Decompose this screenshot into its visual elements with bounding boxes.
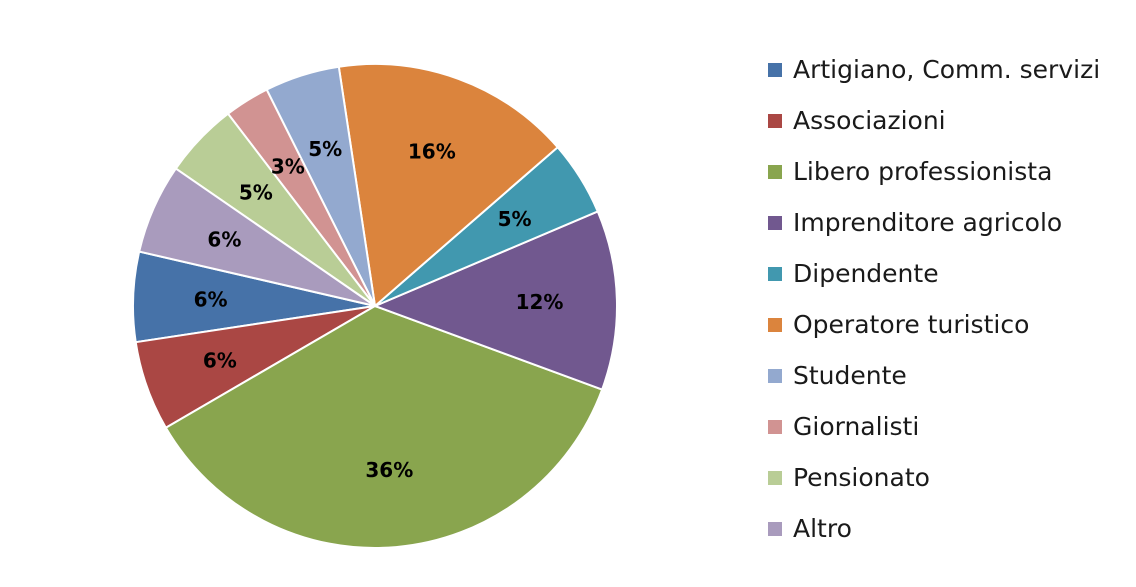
legend-item: Associazioni (768, 95, 1100, 146)
legend-item: Altro (768, 503, 1100, 554)
slice-value-label: 12% (516, 290, 564, 314)
slice-value-label: 3% (271, 154, 305, 178)
slice-value-label: 5% (239, 181, 273, 205)
legend-item: Libero professionista (768, 146, 1100, 197)
pie-chart: 6%6%36%12%5%16%5%3%5%6% (132, 63, 619, 549)
slice-value-label: 5% (308, 137, 342, 161)
legend-label: Artigiano, Comm. servizi (793, 55, 1101, 84)
legend-swatch (768, 164, 782, 179)
pie-slice-10 (138, 167, 376, 307)
slice-value-label: 36% (365, 458, 413, 482)
legend-label: Studente (793, 361, 907, 390)
legend-label: Imprenditore agricolo (793, 208, 1063, 237)
slice-value-label: 5% (498, 207, 532, 231)
pie-slice-4 (374, 210, 619, 391)
legend-label: Altro (793, 514, 852, 543)
legend-swatch (768, 317, 782, 332)
legend-swatch (768, 521, 782, 536)
slice-value-label: 6% (207, 228, 241, 252)
chart-legend: Artigiano, Comm. servizi Associazioni Libe… (768, 44, 1100, 554)
legend-item: Operatore turistico (768, 299, 1100, 350)
legend-swatch (768, 419, 782, 434)
pie-slice-3 (164, 305, 604, 549)
legend-label: Giornalisti (793, 412, 920, 441)
legend-item: Studente (768, 350, 1100, 401)
legend-label: Dipendente (793, 259, 939, 288)
legend-item: Dipendente (768, 248, 1100, 299)
legend-swatch (768, 62, 782, 77)
legend-swatch (768, 215, 782, 230)
legend-swatch (768, 470, 782, 485)
legend-label: Pensionato (793, 463, 930, 492)
legend-item: Giornalisti (768, 401, 1100, 452)
legend-item: Pensionato (768, 452, 1100, 503)
slice-value-label: 6% (194, 288, 228, 312)
legend-swatch (768, 266, 782, 281)
legend-label: Associazioni (793, 106, 946, 135)
pie-slice-6 (337, 63, 559, 307)
slice-value-label: 6% (203, 349, 237, 373)
legend-label: Operatore turistico (793, 310, 1030, 339)
legend-item: Imprenditore agricolo (768, 197, 1100, 248)
slice-value-label: 16% (408, 140, 456, 164)
legend-swatch (768, 113, 782, 128)
legend-item: Artigiano, Comm. servizi (768, 44, 1100, 95)
legend-swatch (768, 368, 782, 383)
legend-label: Libero professionista (793, 157, 1053, 186)
